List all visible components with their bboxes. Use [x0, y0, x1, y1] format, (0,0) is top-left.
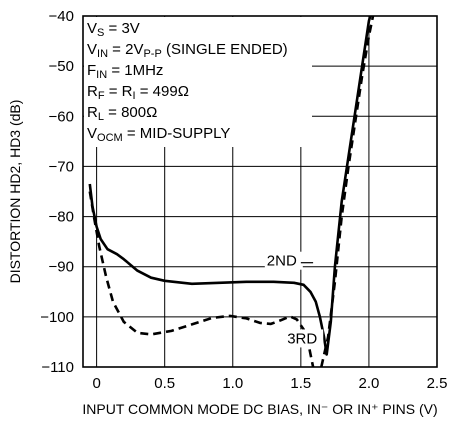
y-tick-label: −70: [49, 158, 74, 175]
condition-line: VOCM = MID-SUPPLY: [87, 125, 230, 144]
series-3rd-line-1: [88, 191, 315, 368]
x-tick-label: 0: [92, 375, 100, 392]
condition-line: FIN = 1MHz: [87, 62, 163, 81]
condition-line: VIN = 2VP-P (SINGLE ENDED): [87, 41, 288, 60]
condition-line: RF = RI = 499Ω: [87, 83, 189, 102]
condition-line: RL = 800Ω: [87, 104, 157, 123]
series-label-background: [264, 251, 303, 270]
series-label-3rd: 3RD: [287, 330, 317, 347]
y-tick-label: −60: [49, 108, 74, 125]
x-tick-label: 1.5: [290, 375, 311, 392]
plot-frame: [82, 15, 438, 368]
x-axis-label: INPUT COMMON MODE DC BIAS, IN⁻ OR IN⁺ PI…: [82, 401, 437, 417]
y-tick-label: −40: [49, 8, 74, 25]
y-tick-label: −110: [41, 359, 74, 376]
series-3rd-line-2: [320, 15, 375, 368]
x-tick-label: 0.5: [154, 375, 175, 392]
condition-line: VS = 3V: [87, 20, 140, 39]
y-axis-label: DISTORTION HD2, HD3 (dB): [7, 100, 23, 284]
x-tick-labels: 0 0.5 1.0 1.5 2.0 2.5: [92, 375, 447, 392]
x-tick-label: 2.5: [427, 375, 448, 392]
series-label-2nd: 2ND: [267, 253, 297, 270]
series-label-background: [285, 329, 324, 348]
y-tick-label: −100: [40, 309, 74, 326]
y-tick-label: −80: [49, 209, 74, 226]
conditions-box: VS = 3V VIN = 2VP-P (SINGLE ENDED) FIN = 1…: [84, 17, 312, 147]
series-labels: 2ND 3RD: [264, 251, 324, 348]
y-tick-label: −50: [49, 58, 74, 75]
x-tick-label: 2.0: [358, 375, 379, 392]
series-2nd-line-0: [88, 15, 372, 356]
y-tick-labels: −40 −50 −60 −70 −80 −90 −100 −110: [40, 8, 74, 376]
y-tick-label: −90: [49, 259, 74, 276]
x-tick-label: 1.0: [222, 375, 243, 392]
curves: [88, 15, 375, 368]
conditions-background: [84, 17, 312, 147]
